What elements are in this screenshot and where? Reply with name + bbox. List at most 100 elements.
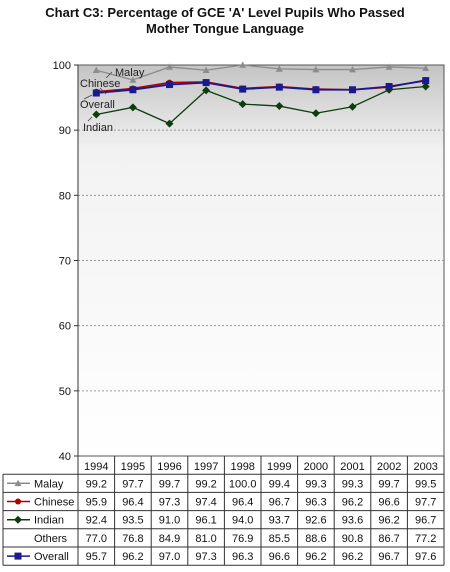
overall-data-point	[129, 86, 137, 94]
others-value-cell: 84.9	[159, 533, 180, 545]
x-category-label: 2002	[377, 461, 401, 473]
chinese-annotation-label: Chinese	[80, 78, 120, 90]
indian-value-cell: 96.2	[378, 515, 399, 527]
others-value-cell: 76.8	[122, 533, 143, 545]
indian-value-cell: 93.6	[342, 515, 363, 527]
others-value-cell: 77.2	[415, 533, 436, 545]
malay-annotation-label: Malay	[115, 67, 145, 79]
y-tick-label: 60	[59, 321, 71, 333]
chinese-legend-marker	[15, 498, 21, 505]
malay-value-cell: 99.2	[195, 478, 216, 490]
y-tick-label: 70	[59, 256, 71, 268]
malay-data-point	[202, 66, 210, 74]
indian-data-point	[165, 119, 174, 128]
malay-value-cell: 99.2	[86, 478, 107, 490]
chinese-value-cell: 97.3	[159, 497, 180, 509]
malay-legend-marker	[14, 479, 22, 487]
malay-data-point	[92, 66, 100, 74]
overall-value-cell: 97.6	[415, 551, 436, 563]
x-category-label: 2003	[413, 461, 437, 473]
indian-data-point	[238, 100, 247, 109]
x-category-label: 2001	[340, 461, 364, 473]
malay-value-cell: 99.4	[269, 478, 290, 490]
indian-data-point	[92, 110, 101, 119]
indian-data-point	[128, 103, 137, 112]
indian-legend-label: Indian	[34, 515, 64, 527]
malay-data-point	[129, 76, 137, 83]
x-category-label: 1998	[230, 461, 254, 473]
y-tick-label: 40	[59, 451, 71, 463]
overall-value-cell: 97.3	[195, 551, 216, 563]
malay-data-point	[422, 64, 430, 72]
chinese-annotation-leader	[99, 87, 107, 95]
x-category-label: 1995	[121, 461, 145, 473]
indian-value-cell: 96.7	[415, 515, 436, 527]
malay-data-point	[275, 65, 283, 72]
chinese-value-cell: 96.4	[122, 497, 143, 509]
overall-value-cell: 96.6	[269, 551, 290, 563]
overall-data-point	[239, 85, 247, 93]
indian-value-cell: 93.7	[269, 515, 290, 527]
indian-annotation-leader	[87, 116, 93, 122]
malay-value-cell: 99.7	[159, 478, 180, 490]
malay-data-point	[166, 63, 173, 70]
overall-data-point	[275, 83, 283, 91]
overall-data-point	[202, 79, 210, 87]
chinese-value-cell: 95.9	[86, 497, 107, 509]
chinese-value-cell: 96.2	[342, 497, 363, 509]
chart-title-line2: Mother Tongue Language	[146, 21, 304, 36]
indian-value-cell: 92.4	[86, 515, 107, 527]
overall-data-point	[349, 86, 356, 94]
overall-data-point	[385, 83, 393, 91]
overall-data-point	[422, 77, 430, 85]
others-value-cell: 76.9	[232, 533, 253, 545]
y-tick-label: 80	[59, 190, 71, 202]
chinese-value-cell: 96.7	[269, 497, 290, 509]
y-tick-label: 50	[59, 386, 71, 398]
indian-data-point	[348, 102, 357, 111]
malay-data-point	[385, 63, 393, 70]
overall-annotation-leader	[83, 94, 93, 100]
x-category-label: 1997	[194, 461, 218, 473]
overall-value-cell: 96.2	[305, 551, 326, 563]
indian-annotation-label: Indian	[83, 122, 113, 134]
malay-data-point	[239, 61, 247, 68]
others-legend-label: Others	[34, 533, 68, 545]
overall-data-point	[312, 86, 320, 94]
overall-value-cell: 96.2	[342, 551, 363, 563]
indian-value-cell: 93.5	[122, 515, 143, 527]
chinese-legend-label: Chinese	[34, 497, 74, 509]
others-value-cell: 81.0	[195, 533, 216, 545]
malay-value-cell: 99.3	[342, 478, 363, 490]
overall-series-line	[96, 79, 426, 94]
malay-value-cell: 99.7	[378, 478, 399, 490]
overall-annotation-label: Overall	[80, 99, 115, 111]
overall-value-cell: 96.2	[122, 551, 143, 563]
malay-value-cell: 99.3	[305, 478, 326, 490]
others-value-cell: 88.6	[305, 533, 326, 545]
chinese-value-cell: 97.7	[415, 497, 436, 509]
chinese-value-cell: 96.3	[305, 497, 326, 509]
overall-legend-label: Overall	[34, 551, 69, 563]
overall-value-cell: 96.3	[232, 551, 253, 563]
malay-series-line	[96, 64, 426, 81]
x-category-label: 2000	[304, 461, 328, 473]
indian-data-point	[275, 102, 284, 111]
overall-legend-marker	[14, 552, 22, 560]
indian-data-point	[421, 82, 430, 91]
overall-data-point	[166, 81, 173, 89]
others-value-cell: 90.8	[342, 533, 363, 545]
x-category-label: 1994	[84, 461, 108, 473]
chinese-value-cell: 97.4	[195, 497, 216, 509]
indian-legend-marker	[14, 515, 22, 524]
others-value-cell: 77.0	[86, 533, 107, 545]
chinese-value-cell: 96.6	[378, 497, 399, 509]
overall-value-cell: 97.0	[159, 551, 180, 563]
indian-data-point	[202, 86, 211, 95]
indian-data-point	[311, 109, 320, 118]
malay-legend-label: Malay	[34, 478, 64, 490]
plot-area-background	[77, 64, 445, 457]
x-category-label: 1999	[267, 461, 291, 473]
chart-title-line1: Chart C3: Percentage of GCE 'A' Level Pu…	[45, 5, 405, 20]
malay-value-cell: 100.0	[229, 478, 257, 490]
